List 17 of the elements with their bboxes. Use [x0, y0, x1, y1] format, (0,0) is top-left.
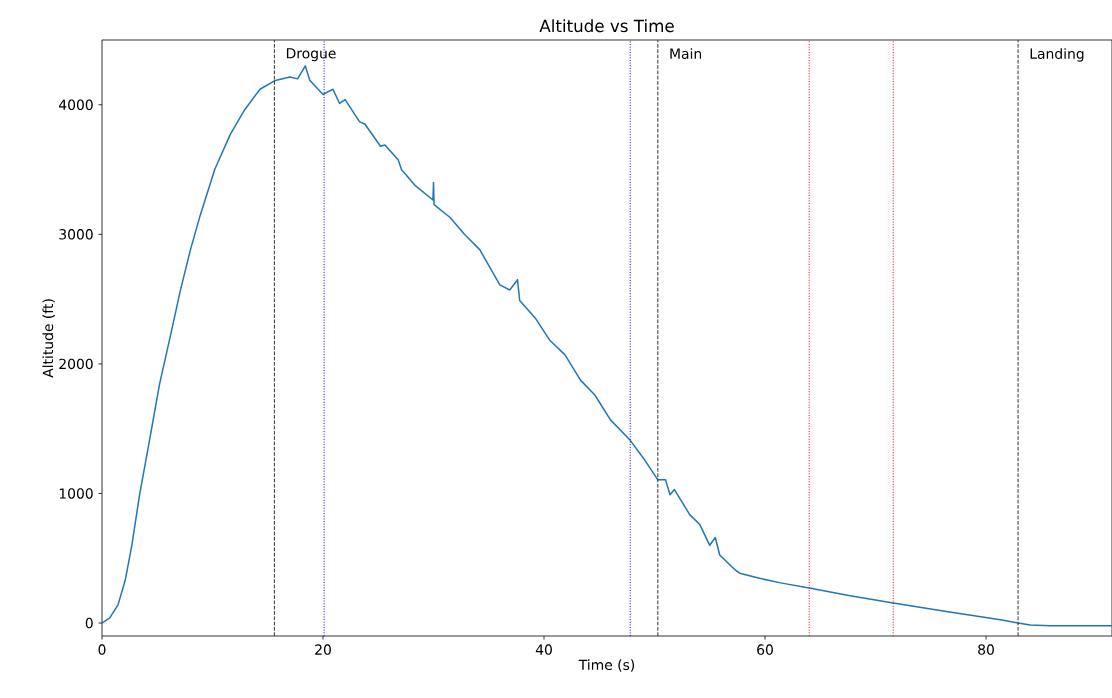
chart-title: Altitude vs Time	[539, 19, 674, 33]
y-tick-label: 1000	[59, 488, 93, 499]
ref-line-label: Drogue	[286, 48, 336, 62]
ref-line-label: Landing	[1030, 48, 1084, 62]
x-tick-label: 40	[535, 644, 552, 655]
x-tick-label: 60	[757, 644, 773, 655]
x-tick-label: 0	[98, 644, 106, 655]
ref-line-label: Main	[670, 48, 702, 59]
x-axis-title: Time (s)	[578, 659, 635, 672]
x-tick-label: 20	[315, 644, 331, 655]
line-series	[102, 65, 1112, 627]
y-axis-title: Altitude (ft)	[42, 299, 55, 378]
y-tick-label: 2000	[59, 358, 93, 370]
y-tick-label: 4000	[58, 99, 93, 111]
y-tick-label: 0	[85, 617, 93, 629]
y-tick-label: 3000	[59, 229, 93, 240]
x-tick-label: 80	[978, 644, 994, 655]
